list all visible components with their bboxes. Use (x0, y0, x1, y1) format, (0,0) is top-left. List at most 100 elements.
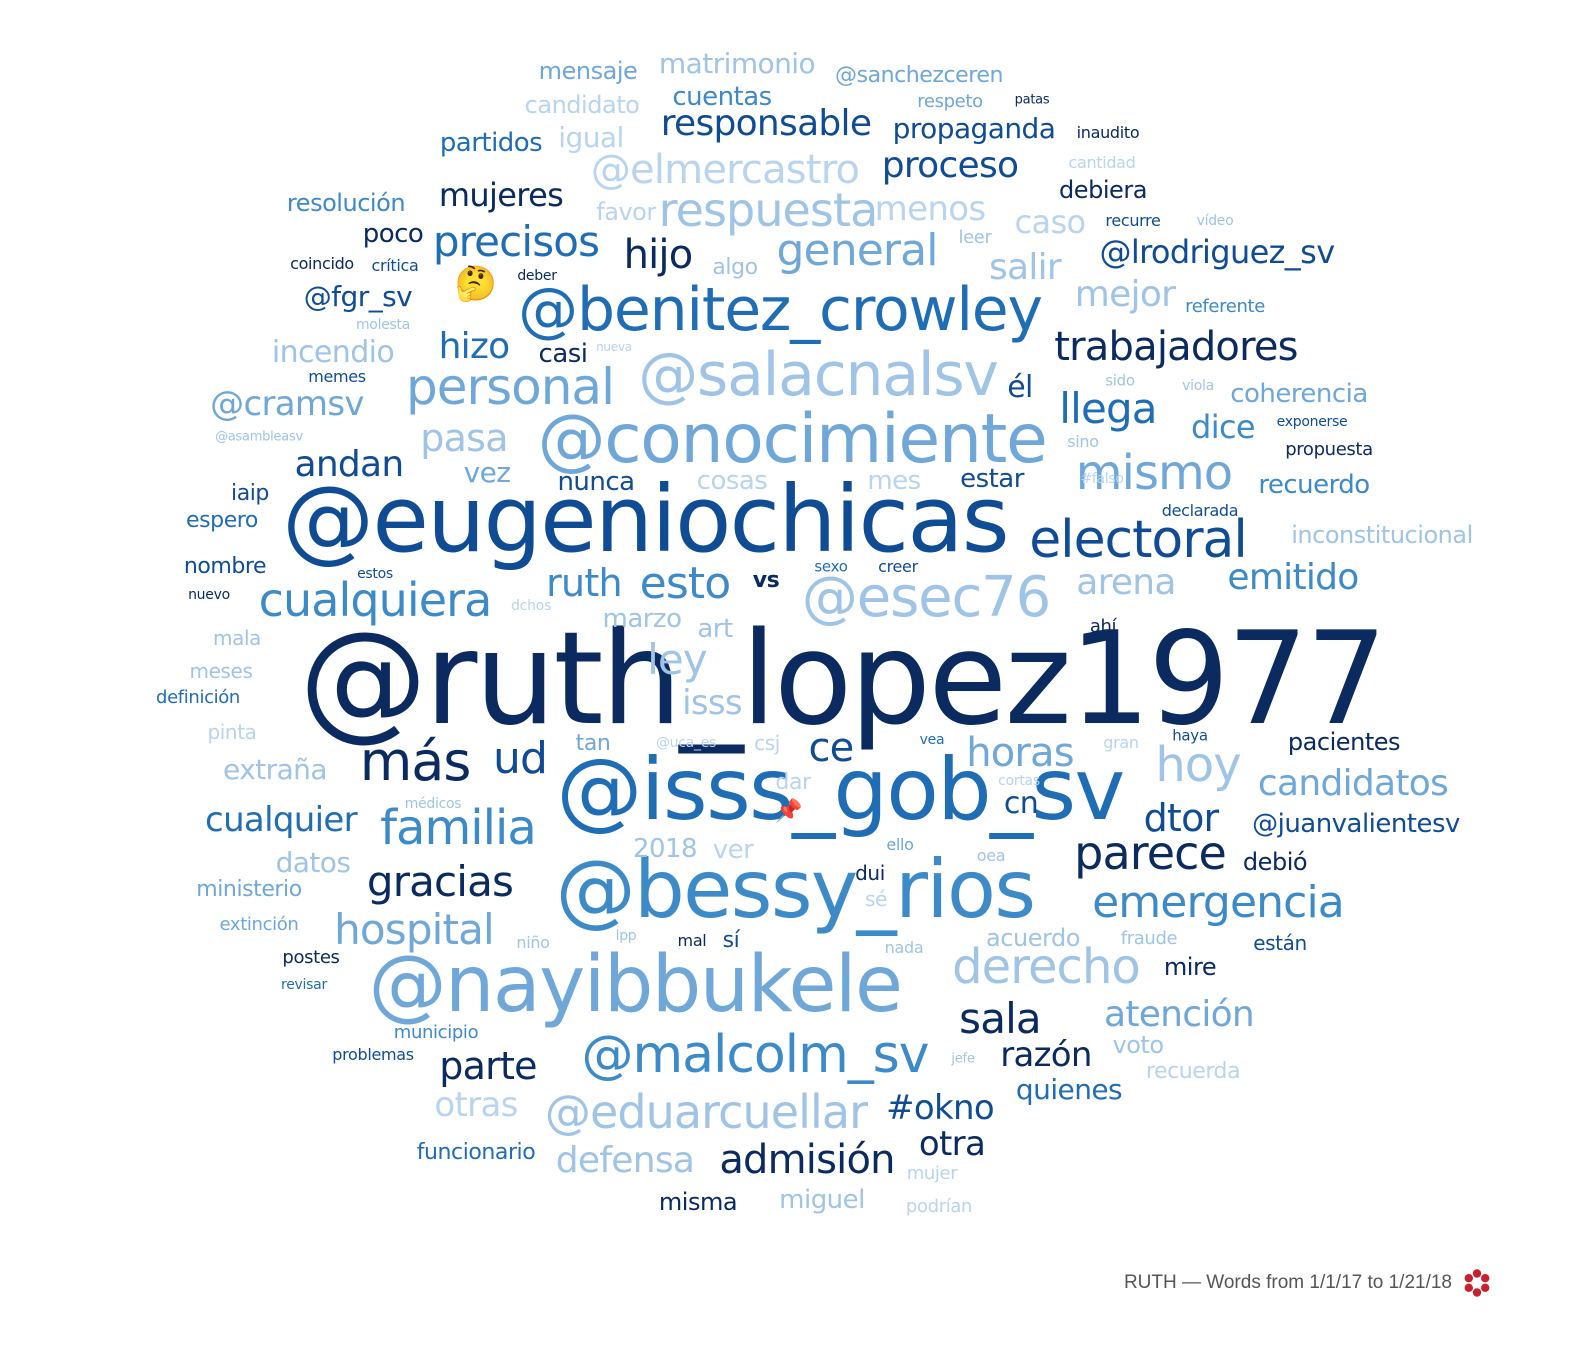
word-dui: dui (855, 861, 885, 885)
thinking-face-icon: 🤔 (454, 264, 498, 304)
word-exponerse: exponerse (1276, 414, 1348, 430)
word-cosas: cosas (696, 466, 768, 496)
word-mejor: mejor (1074, 274, 1176, 315)
word-igual: igual (558, 121, 624, 154)
word-ce: ce (808, 725, 854, 771)
word-parte: parte (439, 1044, 537, 1088)
word-cuentas: cuentas (672, 82, 772, 112)
word-voto: voto (1112, 1031, 1164, 1059)
word-nuevo: nuevo (188, 587, 230, 603)
word-2018: 2018 (632, 834, 698, 864)
word-dchos: dchos (511, 598, 551, 614)
word-andan: andan (294, 444, 404, 485)
word-proceso: proceso (881, 145, 1019, 186)
word-memes: memes (308, 367, 366, 386)
word-recurre: recurre (1105, 211, 1161, 230)
word-datos: datos (275, 846, 351, 879)
word-ello: ello (886, 835, 914, 854)
word-bessy-rios: @bessy_rios (555, 843, 1036, 936)
word-si: sí (722, 928, 740, 953)
word-haya: haya (1172, 726, 1208, 745)
word-defensa: defensa (555, 1140, 695, 1181)
word-hoy: hoy (1155, 737, 1241, 793)
word-nada: nada (884, 938, 924, 957)
word-jefe: jefe (951, 1051, 975, 1067)
word-emitido: emitido (1227, 557, 1359, 598)
word-electoral: electoral (1029, 510, 1248, 570)
word-responsable: responsable (660, 103, 872, 144)
word-mismo: mismo (1075, 445, 1233, 501)
word-cn: cn (1003, 786, 1039, 821)
word-acuerdo: acuerdo (986, 924, 1080, 952)
word-casi: casi (538, 339, 588, 369)
word-problemas: problemas (332, 1045, 414, 1064)
word-ud: ud (492, 733, 548, 784)
word-ruth-lopez1977: @ruth_lopez1977 (299, 605, 1387, 754)
word-caso: caso (1014, 203, 1087, 241)
word-pacientes: pacientes (1287, 728, 1401, 756)
word-dar: dar (775, 770, 811, 795)
word-marzo: marzo (602, 604, 682, 634)
word-cualquiera: cualquiera (258, 573, 493, 627)
footer-caption: RUTH — Words from 1/1/17 to 1/21/18 (1123, 1272, 1452, 1293)
word-espero: espero (186, 508, 258, 533)
word-arena: arena (1076, 562, 1176, 603)
word-isss: isss (682, 683, 743, 723)
word-quienes: quienes (1015, 1073, 1123, 1106)
word-debio: debió (1242, 848, 1308, 876)
word-propuesta: propuesta (1285, 439, 1373, 460)
word-medicos: médicos (404, 796, 462, 812)
pushpin-icon: 📌 (775, 799, 803, 824)
word-revisar: revisar (281, 977, 327, 993)
word-ley: ley (647, 635, 708, 684)
word-sexo: sexo (814, 557, 848, 576)
word-patas: patas (1014, 92, 1050, 108)
word-esec76: @esec76 (801, 565, 1051, 630)
word-horas: horas (966, 730, 1074, 776)
word-admision: admisión (719, 1137, 895, 1183)
word-hijo: hijo (623, 232, 694, 278)
word-mes: mes (867, 466, 921, 496)
word-molesta: molesta (355, 317, 411, 333)
word-dtor: dtor (1143, 796, 1220, 840)
word-okno: #okno (886, 1088, 995, 1128)
word-se: sé (865, 887, 887, 911)
word-mire: mire (1163, 953, 1217, 981)
word-resolucion: resolución (286, 189, 406, 217)
word-coherencia: coherencia (1230, 379, 1368, 409)
word-cortas: cortas (998, 773, 1040, 789)
word-misma: misma (658, 1188, 738, 1216)
word-fgr-sv: @fgr_sv (303, 280, 413, 313)
word-inconstitucional: inconstitucional (1291, 521, 1473, 549)
word-matrimonio: matrimonio (658, 47, 816, 80)
word-deber: deber (517, 268, 557, 284)
word-nunca: nunca (557, 467, 635, 497)
word-sanchezceren: @sanchezceren (835, 63, 1003, 88)
word-vs: vs (752, 568, 780, 593)
word-tan: tan (575, 731, 611, 756)
word-creer: creer (878, 557, 918, 576)
word-hizo: hizo (438, 326, 511, 367)
word-referente: referente (1185, 296, 1265, 317)
word-malcolm-sv: @malcolm_sv (581, 1025, 930, 1085)
word-municipio: municipio (393, 1022, 479, 1043)
word-inaudito: inaudito (1076, 123, 1140, 142)
word-recuerda: recuerda (1145, 1059, 1241, 1084)
word-nombre: nombre (183, 554, 267, 579)
word-nino: niño (516, 933, 550, 952)
word-lrodriguez-sv: @lrodriguez_sv (1099, 233, 1335, 271)
word-sido: sido (1105, 371, 1135, 390)
word-video: vídeo (1196, 213, 1234, 229)
word-familia: familia (380, 800, 537, 856)
word-estos: estos (357, 566, 393, 582)
word-cualquier: cualquier (205, 800, 358, 840)
word-podrian: podrían (905, 1196, 973, 1217)
word-recuerdo: recuerdo (1258, 470, 1370, 500)
word-csj: csj (754, 731, 780, 755)
word-pasa: pasa (420, 416, 508, 460)
word-falso: #falso (1080, 471, 1124, 487)
word-sino: sino (1067, 432, 1099, 451)
word-estan: están (1253, 931, 1307, 955)
word-razon: razón (1000, 1035, 1092, 1075)
